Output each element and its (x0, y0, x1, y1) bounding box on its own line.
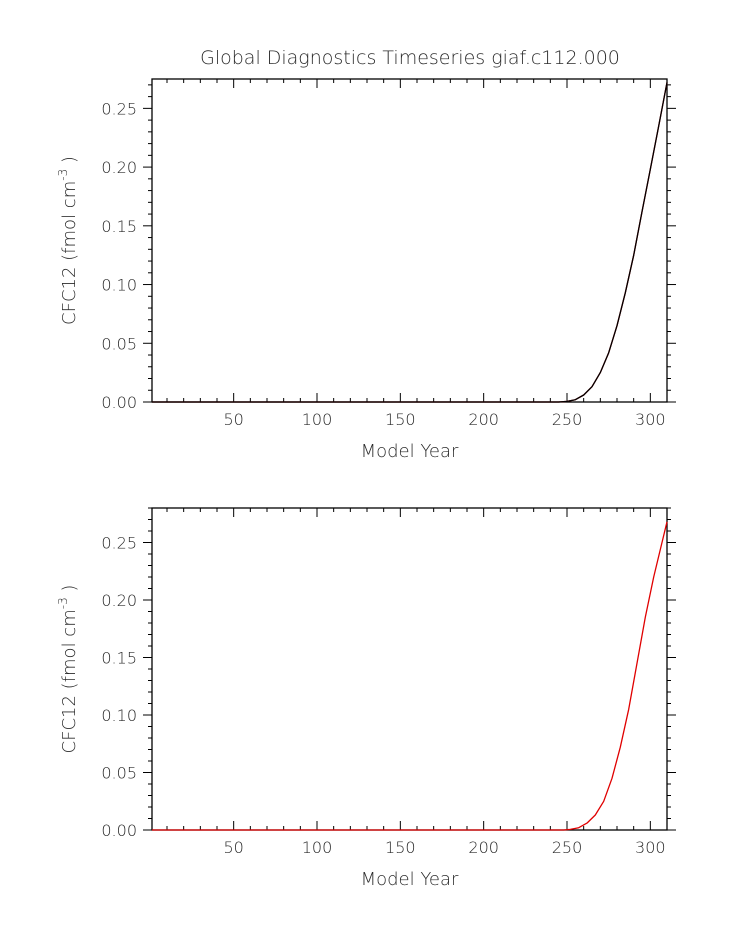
chart-1-x-axis-label: Model Year (361, 869, 459, 890)
chart-0-x-tick-label: 250 (552, 410, 583, 429)
chart-0-y-tick-label: 0.00 (101, 393, 137, 412)
chart-0-y-tick-label: 0.25 (101, 99, 137, 118)
chart-1-x-tick-label: 250 (552, 838, 583, 857)
chart-1-x-tick-label: 100 (302, 838, 333, 857)
chart-0-y-axis-label: CFC12 (fmol cm-3 ) (56, 156, 80, 325)
chart-0-x-axis-label: Model Year (361, 441, 459, 462)
chart-0-x-tick-label: 200 (468, 410, 499, 429)
chart-0-x-tick-label: 50 (223, 410, 243, 429)
chart-0-series-line-1 (152, 82, 668, 403)
chart-0-y-tick-label: 0.05 (101, 334, 137, 353)
chart-1-x-tick-label: 150 (385, 838, 416, 857)
chart-0-y-tick-label: 0.10 (101, 276, 137, 295)
chart-0-x-tick-label: 150 (385, 410, 416, 429)
chart-1-y-tick-label: 0.15 (101, 649, 137, 668)
chart-0-x-tick-label: 300 (635, 410, 666, 429)
chart-1-y-tick-label: 0.00 (101, 821, 137, 840)
chart-0-y-tick-label: 0.20 (101, 158, 137, 177)
chart-0-y-tick-label: 0.15 (101, 217, 137, 236)
top-panel: 50 100 150 200 250 300 0.00 0.05 0.10 0.15 0.20 0.2… (56, 78, 676, 462)
figure-title: Global Diagnostics Timeseries giaf.c112.… (200, 47, 620, 69)
chart-1-y-tick-label: 0.10 (101, 706, 137, 725)
chart-0-series-line-0 (152, 82, 668, 403)
chart-1-y-tick-label: 0.20 (101, 591, 137, 610)
chart-0-plot-frame (151, 78, 668, 403)
chart-1-y-tick-label: 0.25 (101, 534, 137, 553)
chart-1-y-axis-label: CFC12 (fmol cm-3 ) (56, 585, 80, 754)
chart-1-x-tick-label: 50 (223, 838, 243, 857)
chart-1-x-tick-label: 300 (635, 838, 666, 857)
bottom-panel: 50 100 150 200 250 300 0.00 0.05 0.10 0.15 0.20 0.2… (56, 507, 676, 890)
chart-1-plot-frame (151, 507, 668, 831)
chart-1-x-tick-label: 200 (468, 838, 499, 857)
chart-0-x-tick-label: 100 (302, 410, 333, 429)
chart-1-series-line-0 (152, 521, 668, 831)
chart-1-y-tick-label: 0.05 (101, 764, 137, 783)
